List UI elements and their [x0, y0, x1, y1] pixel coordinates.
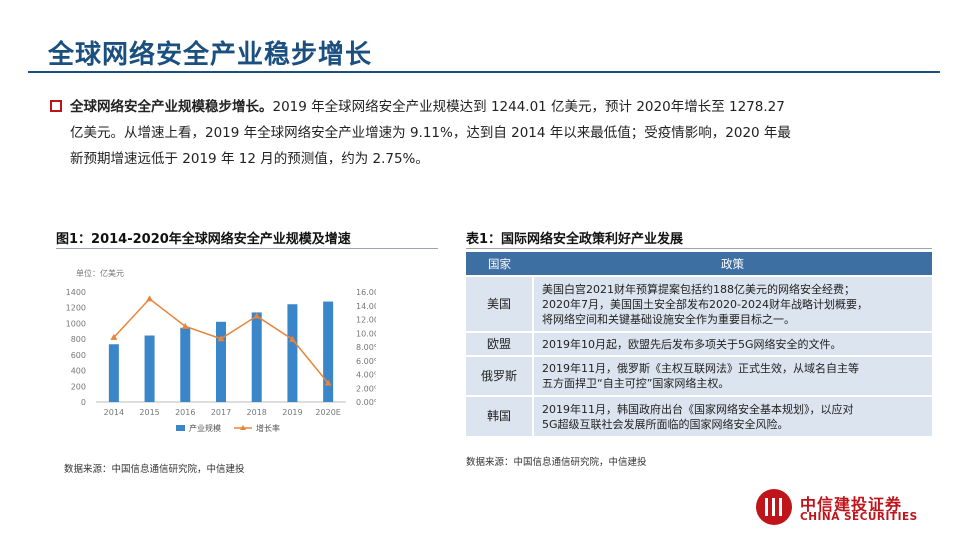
y-right-tick-label: 12.00% [356, 316, 376, 325]
country-cell: 欧盟 [466, 331, 534, 356]
bar-2020E [323, 301, 334, 402]
growth-point-2019 [288, 335, 296, 342]
intro-line-1: 2019 年全球网络安全产业规模达到 1244.01 亿美元，预计 2020年增… [272, 99, 785, 115]
policy-cell: 2019年11月，俄罗斯《主权互联网法》正式生效，从域名自主等 五方面捍卫“自主… [533, 355, 932, 396]
x-tick-label: 2020E [315, 408, 340, 417]
logo-chinese-name: 中信建投证券 [800, 495, 903, 514]
bullet-square-icon [50, 100, 62, 112]
legend-bar-swatch [176, 425, 185, 431]
policy-line: 2019年11月，韩国政府出台《国家网络安全基本规划》，以应对 [542, 402, 854, 416]
table-source: 数据来源：中国信息通信研究院，中信建投 [466, 457, 647, 468]
table-row: 俄罗斯 2019年11月，俄罗斯《主权互联网法》正式生效，从域名自主等 五方面捍… [466, 355, 932, 396]
bar-2019 [287, 304, 298, 402]
x-tick-label: 2017 [211, 408, 231, 417]
logo-english-name: CHINA SECURITIES [800, 511, 918, 523]
y-left-tick-label: 800 [71, 335, 86, 344]
legend-line-marker [240, 425, 246, 430]
y-right-tick-label: 4.00% [356, 371, 376, 380]
x-tick-label: 2018 [247, 408, 267, 417]
intro-paragraph: 全球网络安全产业规模稳步增长。2019 年全球网络安全产业规模达到 1244.0… [70, 94, 910, 172]
country-cell: 俄罗斯 [466, 355, 534, 396]
header-country: 国家 [466, 252, 533, 276]
y-left-tick-label: 600 [71, 351, 86, 360]
y-left-tick-label: 1200 [66, 304, 86, 313]
x-tick-label: 2019 [282, 408, 302, 417]
growth-point-2018 [253, 312, 261, 319]
market-size-chart: 单位：亿美元 0 200 400 600 800 1000 1200 1400 0.00% 2.… [66, 268, 376, 433]
table-header-row: 国家 政策 [466, 252, 932, 276]
legend-bar-label: 产业规模 [189, 423, 221, 433]
intro-line-2: 亿美元。从增速上看，2019 年全球网络安全产业增速为 9.11%，达到自 20… [70, 125, 791, 141]
header-policy: 政策 [533, 252, 932, 276]
policy-line: 五方面捍卫“自主可控”国家网络主权。 [542, 377, 730, 390]
growth-point-2017 [217, 335, 225, 342]
y-right-tick-label: 6.00% [356, 357, 376, 366]
policy-line: 美国白宫2021财年预算提案包括约188亿美元的网络安全经费； [542, 282, 855, 296]
bar-2017 [216, 321, 226, 402]
policy-line: 2019年11月，俄罗斯《主权互联网法》正式生效，从域名自主等 [542, 362, 859, 375]
figure-source: 数据来源：中国信息通信研究院，中信建投 [64, 464, 245, 475]
y-right-tick-label: 2.00% [356, 384, 376, 393]
bar-2018 [251, 312, 262, 402]
y-left-tick-label: 200 [71, 382, 86, 391]
policy-line: 5G超级互联社会发展所面临的国家网络安全风险。 [542, 417, 789, 431]
y-right-tick-label: 0.00% [356, 398, 376, 407]
logo-mark-icon [756, 489, 792, 525]
intro-line-3: 新预期增速远低于 2019 年 12 月的预测值，约为 2.75%。 [70, 151, 429, 167]
x-tick-label: 2015 [139, 408, 159, 417]
bar-2015 [144, 335, 155, 402]
y-right-tick-label: 10.00% [356, 329, 376, 338]
country-cell: 韩国 [466, 395, 534, 436]
y-left-tick-label: 1000 [66, 319, 86, 328]
table-row: 美国 美国白宫2021财年预算提案包括约188亿美元的网络安全经费； 2020年… [466, 275, 932, 332]
country-cell: 美国 [466, 275, 534, 332]
chart-unit-label: 单位：亿美元 [76, 268, 124, 278]
policy-cell: 美国白宫2021财年预算提案包括约188亿美元的网络安全经费； 2020年7月，… [533, 275, 932, 332]
policy-line: 2020年7月，美国国土安全部发布2020-2024财年战略计划概要， [542, 297, 868, 311]
title-divider [28, 71, 940, 73]
page-title: 全球网络安全产业稳步增长 [48, 40, 373, 70]
policy-line: 2019年10月起，欧盟先后发布多项关于5G网络安全的文件。 [542, 337, 842, 351]
y-right-tick-label: 16.00% [356, 288, 376, 297]
table-caption: 表1：国际网络安全政策利好产业发展 [466, 232, 684, 247]
x-tick-label: 2016 [175, 408, 195, 417]
y-left-tick-label: 400 [71, 367, 86, 376]
growth-point-2014 [110, 333, 118, 340]
y-right-tick-label: 8.00% [356, 343, 376, 352]
table-row: 韩国 2019年11月，韩国政府出台《国家网络安全基本规划》，以应对 5G超级互… [466, 395, 932, 436]
bar-2016 [180, 327, 191, 402]
intro-lead: 全球网络安全产业规模稳步增长。 [70, 99, 273, 115]
growth-point-2020E [324, 379, 332, 386]
y-left-tick-label: 0 [81, 398, 86, 407]
y-right-tick-label: 14.00% [356, 302, 376, 311]
policy-table: 国家 政策 美国 美国白宫2021财年预算提案包括约188亿美元的网络安全经费；… [466, 252, 932, 436]
policy-cell: 2019年10月起，欧盟先后发布多项关于5G网络安全的文件。 [533, 331, 932, 356]
table-row: 欧盟 2019年10月起，欧盟先后发布多项关于5G网络安全的文件。 [466, 331, 932, 356]
growth-point-2016 [181, 322, 189, 329]
policy-line: 将网络空间和关键基础设施安全作为重要目标之一。 [542, 312, 795, 326]
legend-line-label: 增长率 [256, 423, 280, 433]
company-logo: 中信建投证券 CHINA SECURITIES [756, 489, 946, 529]
table-caption-rule [466, 248, 932, 249]
bar-2014 [108, 344, 119, 402]
growth-point-2015 [146, 295, 154, 302]
y-left-tick-label: 1400 [66, 288, 86, 297]
x-tick-label: 2014 [104, 408, 124, 417]
figure-caption: 图1：2014-2020年全球网络安全产业规模及增速 [56, 232, 351, 247]
policy-cell: 2019年11月，韩国政府出台《国家网络安全基本规划》，以应对 5G超级互联社会… [533, 395, 932, 436]
figure-caption-rule [56, 248, 438, 249]
